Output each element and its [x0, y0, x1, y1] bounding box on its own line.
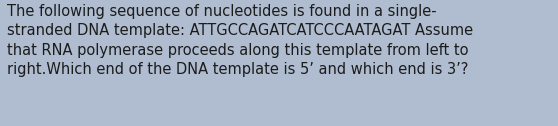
Text: The following sequence of nucleotides is found in a single-
stranded DNA templat: The following sequence of nucleotides is…: [7, 4, 473, 77]
